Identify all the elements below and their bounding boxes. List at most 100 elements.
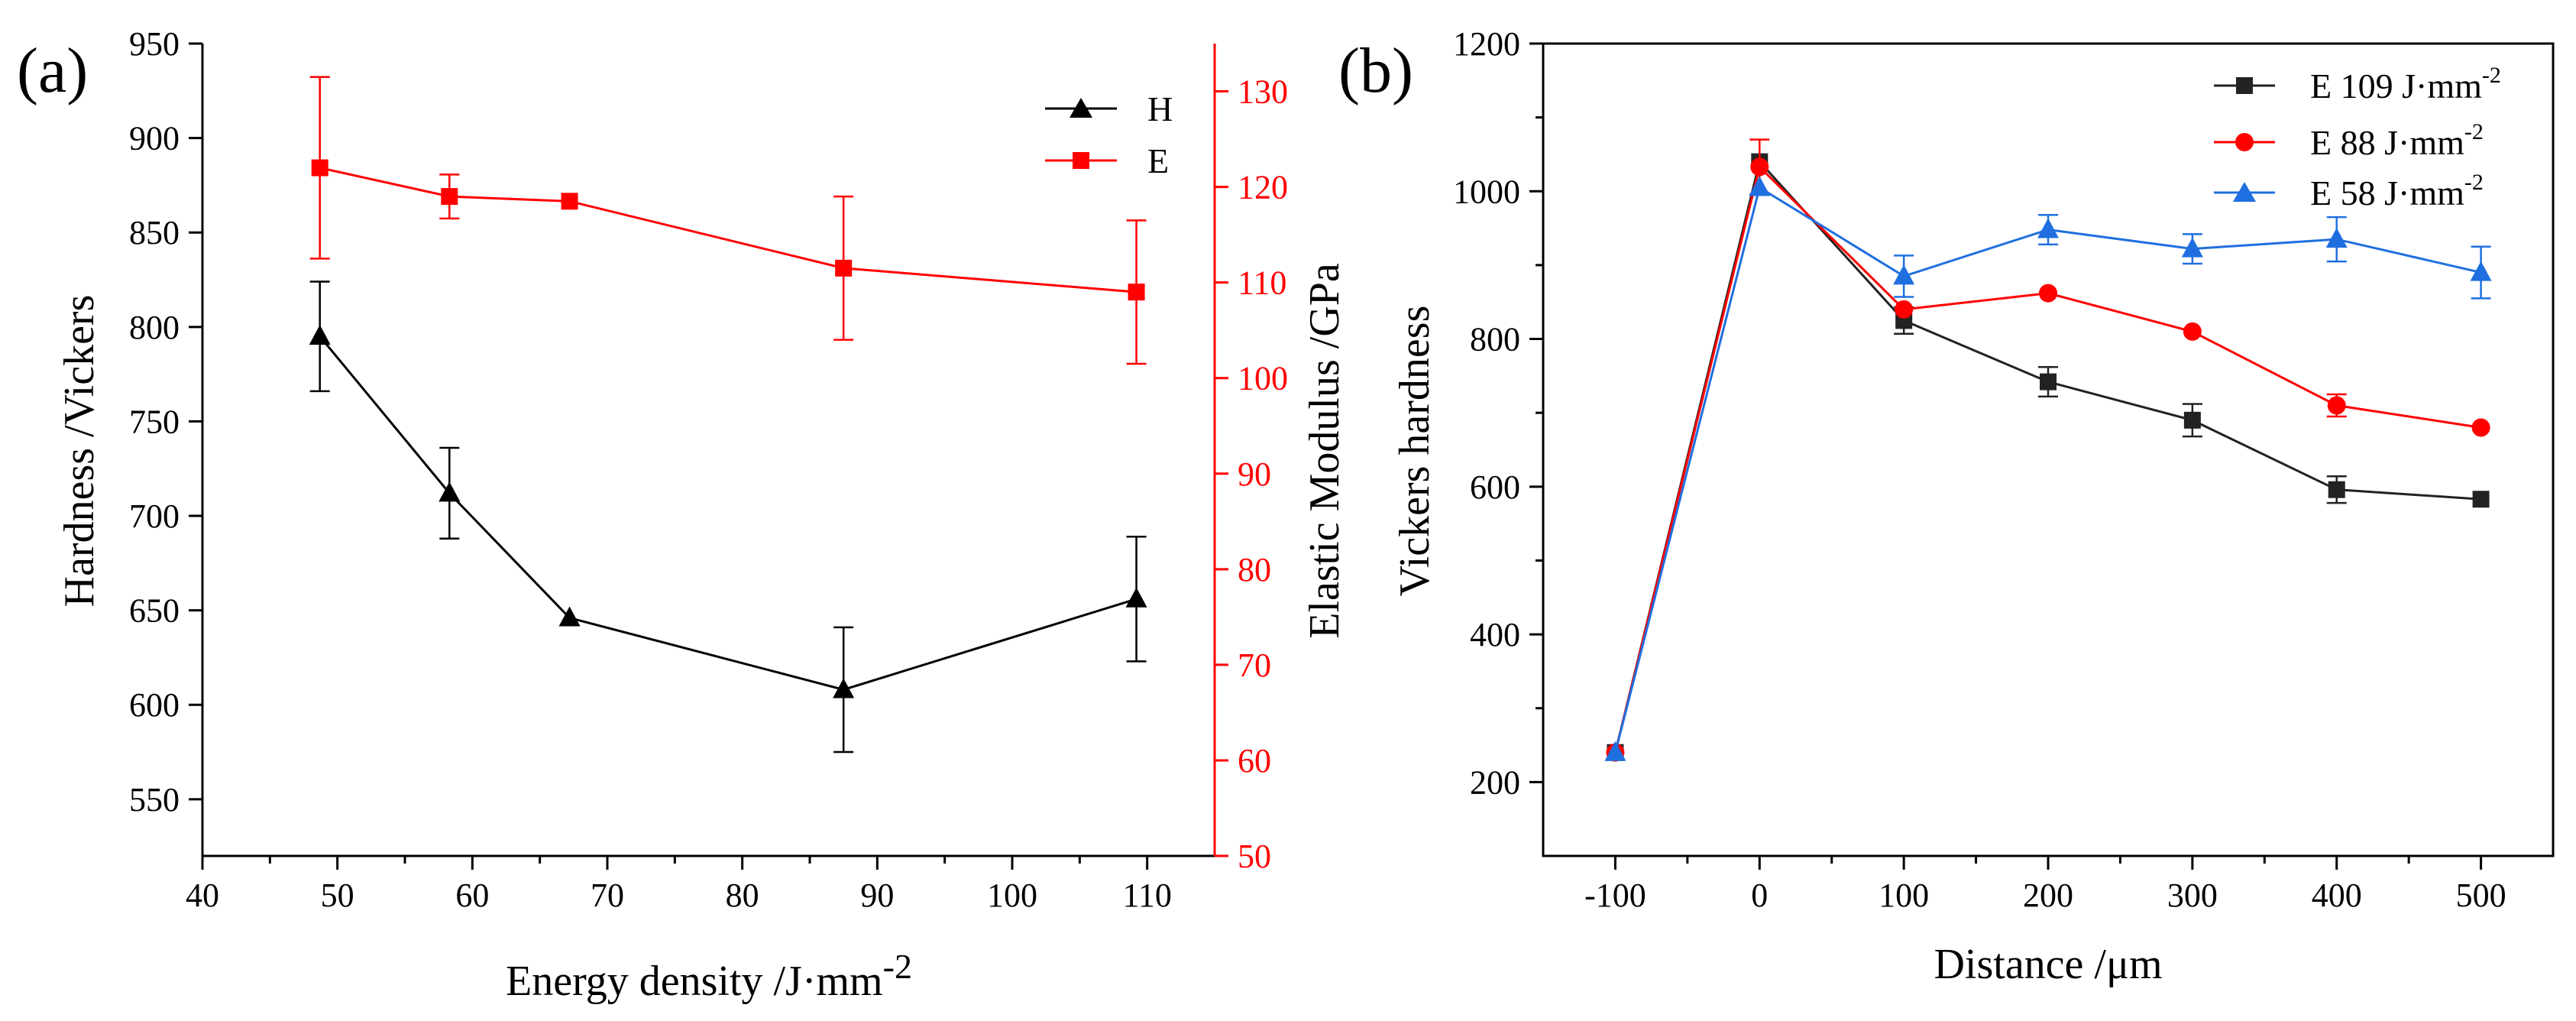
legend-e-square-icon <box>1073 152 1089 169</box>
series-b0-line <box>1613 159 2481 754</box>
legend-58-label: E 58 J·mm-2 <box>2310 170 2484 212</box>
y-tick-label: 1200 <box>1453 25 1520 63</box>
right-tick-label: 110 <box>1238 264 1286 302</box>
y-tick-label: 400 <box>1470 616 1520 653</box>
panel-a-right-axis-title: Elastic Modulus /GPa <box>1301 263 1348 639</box>
series-b2-point <box>1893 264 1915 285</box>
series-b2-point <box>1749 176 1771 196</box>
x-tick-label: 300 <box>2167 877 2218 914</box>
panel-a: (a) 40 50 60 70 80 90 100 110 550 600 650 700 750 80… <box>17 25 1348 1005</box>
series-a1-point <box>311 159 328 177</box>
panel-b-y-ticks: 200 400 600 800 1000 1200 <box>1453 25 1543 801</box>
x-tick-label: 0 <box>1751 877 1768 914</box>
panel-b-frame <box>1542 42 2555 857</box>
left-tick-label: 900 <box>129 120 180 157</box>
left-tick-label: 550 <box>129 781 180 818</box>
y-tick-label: 600 <box>1470 468 1520 506</box>
legend-e-label: E <box>1147 141 1169 180</box>
series-b0-point <box>2472 491 2490 508</box>
series-b0-point <box>2328 481 2345 498</box>
x-tick-label: 60 <box>455 877 489 914</box>
series-b0-point <box>2183 411 2201 429</box>
series-b1-point <box>2471 418 2490 437</box>
left-tick-label: 950 <box>129 25 180 63</box>
right-tick-label: 60 <box>1238 742 1271 780</box>
x-tick-label: 40 <box>186 877 219 914</box>
legend-109-square-icon <box>2236 77 2253 94</box>
right-tick-label: 90 <box>1238 455 1271 493</box>
series-b2-point <box>2325 228 2348 248</box>
legend-88-label: E 88 J·mm-2 <box>2310 119 2484 162</box>
left-tick-label: 600 <box>129 686 180 724</box>
x-tick-label: -100 <box>1584 877 1646 914</box>
left-tick-label: 650 <box>129 592 180 630</box>
series-b1-point <box>2183 322 2202 341</box>
series-b2-point <box>1604 741 1626 761</box>
legend-88-circle-icon <box>2235 133 2254 151</box>
series-b1-point <box>2327 396 2346 415</box>
series-a1-point <box>561 193 578 210</box>
panel-a-label: (a) <box>17 35 88 106</box>
panel-b-series <box>1604 138 2492 762</box>
series-a0-point <box>833 678 855 698</box>
panel-a-x-axis-title: Energy density /J·mm-2 <box>506 947 912 1005</box>
right-tick-label: 100 <box>1238 360 1288 397</box>
series-b0-point <box>2040 373 2057 391</box>
panel-a-legend: H E <box>1045 89 1173 180</box>
panel-b-label: (b) <box>1338 35 1413 106</box>
left-tick-label: 850 <box>129 214 180 251</box>
left-tick-label: 750 <box>129 403 180 440</box>
x-tick-label: 90 <box>860 877 894 914</box>
series-b2-line <box>1613 186 2481 754</box>
panel-b: (b) -100 0 100 200 300 400 500 200 400 600 800 100… <box>1338 25 2555 988</box>
series-a1-point <box>1128 284 1145 301</box>
series-a0-point <box>1125 587 1147 608</box>
x-tick-label: 50 <box>321 877 354 914</box>
x-tick-label: 100 <box>987 877 1037 914</box>
series-a0-point <box>558 606 581 627</box>
series-b1-point <box>1750 157 1769 177</box>
y-tick-label: 800 <box>1470 321 1520 358</box>
series-b2-point <box>2470 261 2492 281</box>
panel-b-y-axis-title: Vickers hardness <box>1391 306 1438 597</box>
series-b1-point <box>1895 300 1914 319</box>
panel-b-legend: E 109 J·mm-2 E 88 J·mm-2 E 58 J·mm-2 <box>2214 63 2501 212</box>
series-a0-line <box>319 335 1137 692</box>
panel-a-left-ticks: 550 600 650 700 750 800 850 900 950 <box>129 25 202 818</box>
series-b1-point <box>2039 284 2057 303</box>
left-tick-label: 800 <box>129 309 180 346</box>
legend-58-triangle-icon <box>2233 182 2256 202</box>
right-tick-label: 130 <box>1238 73 1288 111</box>
x-tick-label: 80 <box>726 877 759 914</box>
series-a1-point <box>835 259 853 277</box>
right-tick-label: 70 <box>1238 647 1271 684</box>
x-tick-label: 100 <box>1879 877 1929 914</box>
right-tick-label: 80 <box>1238 551 1271 588</box>
panel-a-left-axis-title: Hardness /Vickers <box>56 295 103 608</box>
y-tick-label: 200 <box>1470 763 1520 801</box>
panel-b-x-axis-title: Distance /μm <box>1934 941 2162 988</box>
series-a0-point <box>439 481 461 502</box>
series-b1-line <box>1613 164 2481 754</box>
x-tick-label: 110 <box>1122 877 1171 914</box>
legend-h-label: H <box>1147 89 1173 128</box>
legend-109-label: E 109 J·mm-2 <box>2310 63 2501 105</box>
left-tick-label: 700 <box>129 498 180 535</box>
series-a1-line <box>319 167 1137 293</box>
right-tick-label: 120 <box>1238 169 1288 206</box>
x-tick-label: 70 <box>591 877 624 914</box>
panel-a-series <box>309 76 1147 754</box>
series-b2-point <box>2037 218 2059 238</box>
panel-b-x-ticks: -100 0 100 200 300 400 500 <box>1584 856 2506 914</box>
x-tick-label: 200 <box>2023 877 2073 914</box>
x-tick-label: 500 <box>2456 877 2506 914</box>
legend-h-triangle-icon <box>1070 98 1092 118</box>
series-a1-point <box>441 188 458 206</box>
x-tick-label: 400 <box>2312 877 2362 914</box>
y-tick-label: 1000 <box>1453 173 1520 210</box>
series-a0-point <box>309 325 331 345</box>
series-b2-point <box>2181 237 2203 258</box>
right-tick-label: 50 <box>1238 838 1271 875</box>
panel-a-x-ticks: 40 50 60 70 80 90 100 110 <box>186 856 1172 914</box>
